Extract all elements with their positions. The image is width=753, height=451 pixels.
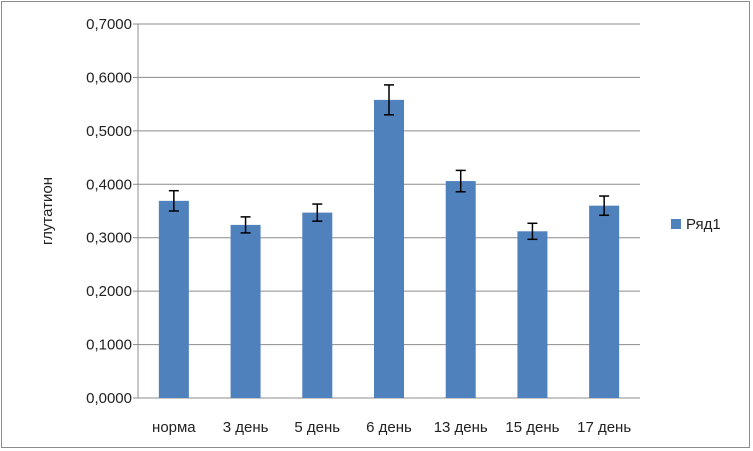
bars [158,99,620,399]
y-tick-label: 0,4000 [86,176,132,193]
x-tick-label: 5 день [294,419,340,436]
bar [302,212,333,398]
error-bars [168,84,610,241]
y-tick-label: 0,0000 [86,390,132,407]
legend-label: Ряд1 [686,216,721,233]
x-tick-label: норма [152,419,196,436]
bar [158,200,189,398]
y-axis-title: глутатион [39,177,56,245]
x-tick-labels: норма 3 день 5 день 6 день 13 день 15 день 17 … [152,419,631,436]
bar [374,99,404,399]
y-tick-label: 0,7000 [86,16,132,33]
bar [517,231,548,398]
y-tick-label: 0,3000 [86,230,132,247]
x-tick-label: 17 день [577,419,631,436]
bar [589,205,620,398]
x-tick-label: 6 день [366,419,412,436]
y-tick-label: 0,5000 [86,123,132,140]
x-tick-label: 15 день [505,419,559,436]
y-tick-label: 0,1000 [86,337,132,354]
y-tick-label: 0,2000 [86,283,132,300]
legend-swatch [671,219,681,229]
x-tick-label: 3 день [223,419,269,436]
y-tick-labels: 0,0000 0,1000 0,2000 0,3000 0,4000 0,5000 0,60… [86,16,132,407]
x-tick-label: 13 день [434,419,488,436]
y-tick-label: 0,6000 [86,69,132,86]
legend: Ряд1 [671,216,721,233]
bar [445,181,476,398]
bar [230,224,261,398]
